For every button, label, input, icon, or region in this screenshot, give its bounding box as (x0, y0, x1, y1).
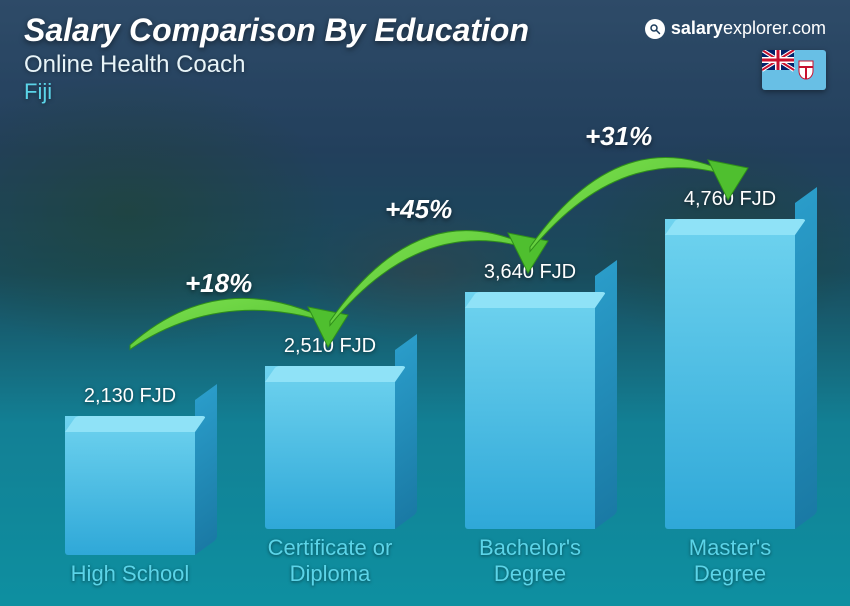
header: Salary Comparison By Education Online He… (24, 12, 529, 105)
increase-percent-label: +45% (385, 194, 452, 225)
subtitle: Online Health Coach (24, 51, 529, 79)
brand-bold: salary (671, 18, 723, 38)
country-flag-icon (762, 50, 826, 90)
brand-thin: explorer (723, 18, 787, 38)
bar-value-label: 2,130 FJD (84, 385, 176, 408)
bar-category-label: Bachelor'sDegree (479, 535, 581, 586)
search-icon (645, 19, 665, 39)
bar (265, 366, 395, 529)
bar-category-label: Master'sDegree (689, 535, 771, 586)
brand-logo: salaryexplorer.com (645, 18, 826, 39)
page-title: Salary Comparison By Education (24, 12, 529, 49)
increase-percent-label: +18% (185, 268, 252, 299)
bar-category-label: High School (71, 561, 190, 586)
country-label: Fiji (24, 79, 529, 105)
bar-chart: 2,130 FJDHigh School2,510 FJDCertificate… (30, 116, 810, 586)
bar-category-label: Certificate orDiploma (268, 535, 393, 586)
bar (65, 416, 195, 555)
brand-suffix: .com (787, 18, 826, 38)
bar-group: 2,130 FJD High School (40, 385, 220, 586)
increase-percent-label: +31% (585, 121, 652, 152)
increase-arrow: +31% (500, 99, 760, 287)
